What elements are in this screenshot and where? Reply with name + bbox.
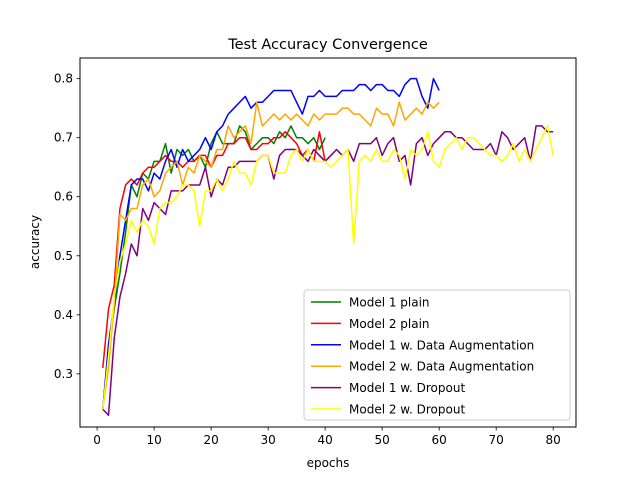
y-axis-label: accuracy <box>28 215 42 269</box>
y-tick-label: 0.5 <box>54 249 73 263</box>
series-layer <box>102 77 554 416</box>
legend-frame <box>303 289 571 421</box>
series-line-6 <box>102 125 554 410</box>
series-line-1 <box>102 125 326 410</box>
x-tick-label: 60 <box>432 433 447 447</box>
x-tick-label: 50 <box>375 433 390 447</box>
x-tick-label: 80 <box>546 433 561 447</box>
x-axis: 0 10 20 30 40 50 60 70 80 <box>93 427 561 447</box>
y-tick-label: 0.3 <box>54 367 73 381</box>
legend-label-2: Model 2 plain <box>349 317 430 331</box>
x-tick-label: 70 <box>489 433 504 447</box>
x-tick-label: 30 <box>260 433 275 447</box>
legend-label-5: Model 1 w. Dropout <box>349 381 465 395</box>
x-tick-label: 10 <box>146 433 161 447</box>
chart-title: Test Accuracy Convergence <box>227 37 428 53</box>
y-tick-label: 0.8 <box>54 72 73 86</box>
legend-label-1: Model 1 plain <box>349 296 430 310</box>
x-axis-label: epochs <box>307 456 350 470</box>
x-tick-label: 20 <box>203 433 218 447</box>
y-tick-label: 0.4 <box>54 308 73 322</box>
x-tick-label: 0 <box>93 433 101 447</box>
series-line-4 <box>102 101 440 410</box>
legend-label-6: Model 2 w. Dropout <box>349 403 465 417</box>
legend-label-3: Model 1 w. Data Augmentation <box>349 338 534 352</box>
series-line-3 <box>102 77 440 410</box>
legend: Model 1 plain Model 2 plain Model 1 w. Dat… <box>303 289 571 421</box>
legend-label-4: Model 2 w. Data Augmentation <box>349 360 534 374</box>
y-tick-label: 0.6 <box>54 190 73 204</box>
y-tick-label: 0.7 <box>54 131 73 145</box>
y-axis: 0.3 0.4 0.5 0.6 0.7 0.8 <box>54 72 80 381</box>
x-tick-label: 40 <box>318 433 333 447</box>
series-line-5 <box>102 125 554 416</box>
plot-area-frame <box>79 57 577 428</box>
